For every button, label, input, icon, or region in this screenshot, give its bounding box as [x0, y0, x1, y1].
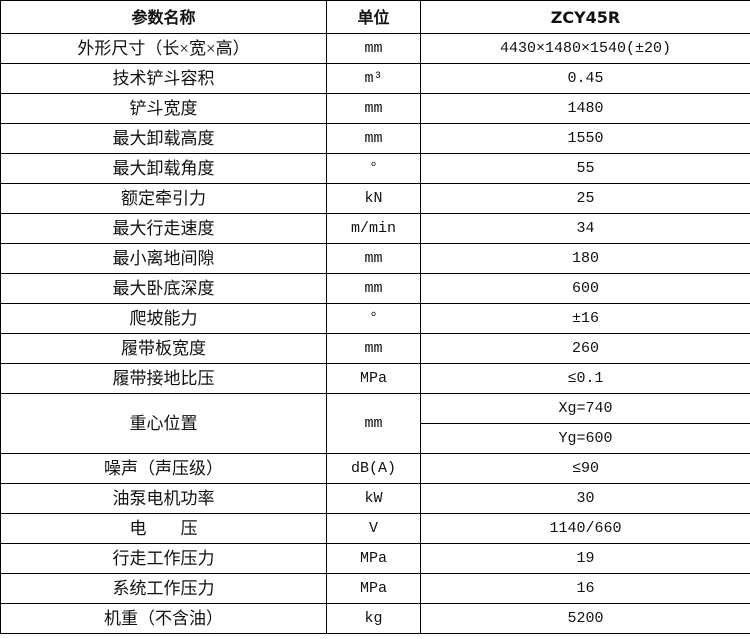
- table-row: 油泵电机功率 kW 30: [0, 483, 750, 514]
- table-row: 电 压 V 1140/660: [0, 513, 750, 544]
- cell-value: 55: [420, 153, 750, 184]
- cell-unit: MPa: [326, 363, 421, 394]
- table-row: 行走工作压力 MPa 19: [0, 543, 750, 574]
- table-row: 最小离地间隙 mm 180: [0, 243, 750, 274]
- cell-unit: mm: [326, 123, 421, 154]
- cell-unit: mm: [326, 243, 421, 274]
- table-row: 系统工作压力 MPa 16: [0, 573, 750, 604]
- cell-unit: mm: [326, 333, 421, 364]
- cell-unit: mm: [326, 273, 421, 304]
- cell-unit: mm: [326, 393, 421, 454]
- cell-value: 25: [420, 183, 750, 214]
- cell-unit: °: [326, 303, 421, 334]
- cell-value: 5200: [420, 603, 750, 634]
- table-row: 噪声（声压级） dB(A) ≤90: [0, 453, 750, 484]
- cell-unit: m³: [326, 63, 421, 94]
- cell-unit: mm: [326, 93, 421, 124]
- cell-unit: kW: [326, 483, 421, 514]
- cell-value: 1550: [420, 123, 750, 154]
- table-row: 履带板宽度 mm 260: [0, 333, 750, 364]
- cell-unit: kN: [326, 183, 421, 214]
- cell-value: 16: [420, 573, 750, 604]
- cell-unit: V: [326, 513, 421, 544]
- cell-unit: MPa: [326, 573, 421, 604]
- header-unit: 单位: [326, 0, 421, 34]
- cell-value: 4430×1480×1540(±20): [420, 33, 750, 64]
- cell-name: 系统工作压力: [0, 573, 327, 604]
- cell-value: ≤90: [420, 453, 750, 484]
- cell-value: 1480: [420, 93, 750, 124]
- cell-name: 电 压: [0, 513, 327, 544]
- cell-value: 180: [420, 243, 750, 274]
- cell-value-xg: Xg=740: [420, 393, 750, 424]
- table-row: Yg=600: [1, 423, 750, 454]
- cell-name: 最大卸载高度: [0, 123, 327, 154]
- table-row: 额定牵引力 kN 25: [0, 183, 750, 214]
- cell-name: 最大卸载角度: [0, 153, 327, 184]
- table-row: 履带接地比压 MPa ≤0.1: [0, 363, 750, 394]
- cell-name: 额定牵引力: [0, 183, 327, 214]
- cell-unit: MPa: [326, 543, 421, 574]
- cell-name: 技术铲斗容积: [0, 63, 327, 94]
- cell-name: 爬坡能力: [0, 303, 327, 334]
- cell-value: 34: [420, 213, 750, 244]
- table-row: 爬坡能力 ° ±16: [0, 303, 750, 334]
- cell-value: 1140/660: [420, 513, 750, 544]
- cell-name: 最大行走速度: [0, 213, 327, 244]
- header-row: 参数名称 单位 ZCY45R: [0, 0, 750, 34]
- cell-name: 重心位置: [0, 393, 327, 454]
- cell-name: 最大卧底深度: [0, 273, 327, 304]
- cell-value: ≤0.1: [420, 363, 750, 394]
- cell-unit: °: [326, 153, 421, 184]
- cell-value-yg: Yg=600: [420, 423, 750, 454]
- cell-unit: m/min: [326, 213, 421, 244]
- table-row: 技术铲斗容积 m³ 0.45: [0, 63, 750, 94]
- cell-value: 260: [420, 333, 750, 364]
- table-row: 外形尺寸（长×宽×高） mm 4430×1480×1540(±20): [0, 33, 750, 64]
- header-name: 参数名称: [0, 0, 327, 34]
- cell-name: 机重（不含油）: [0, 603, 327, 634]
- cell-name: 噪声（声压级）: [0, 453, 327, 484]
- table-row: 重心位置 mm Xg=740: [0, 393, 750, 454]
- cell-unit: dB(A): [326, 453, 421, 484]
- cell-name: 油泵电机功率: [0, 483, 327, 514]
- table-row: 机重（不含油） kg 5200: [0, 603, 750, 634]
- cell-name: 最小离地间隙: [0, 243, 327, 274]
- cell-value: 600: [420, 273, 750, 304]
- cell-unit: mm: [326, 33, 421, 64]
- table-row: 铲斗宽度 mm 1480: [0, 93, 750, 124]
- cell-name: 外形尺寸（长×宽×高）: [0, 33, 327, 64]
- table-row: 最大卸载角度 ° 55: [0, 153, 750, 184]
- table-row: 最大卧底深度 mm 600: [0, 273, 750, 304]
- cell-value: 30: [420, 483, 750, 514]
- header-model: ZCY45R: [420, 0, 750, 34]
- cell-name: 铲斗宽度: [0, 93, 327, 124]
- cell-name: 行走工作压力: [0, 543, 327, 574]
- cell-value: ±16: [420, 303, 750, 334]
- cell-unit: kg: [326, 603, 421, 634]
- cell-name: 履带接地比压: [0, 363, 327, 394]
- table-row: 最大卸载高度 mm 1550: [0, 123, 750, 154]
- cell-name: 履带板宽度: [0, 333, 327, 364]
- table-row: 最大行走速度 m/min 34: [0, 213, 750, 244]
- cell-value: 19: [420, 543, 750, 574]
- cell-value: 0.45: [420, 63, 750, 94]
